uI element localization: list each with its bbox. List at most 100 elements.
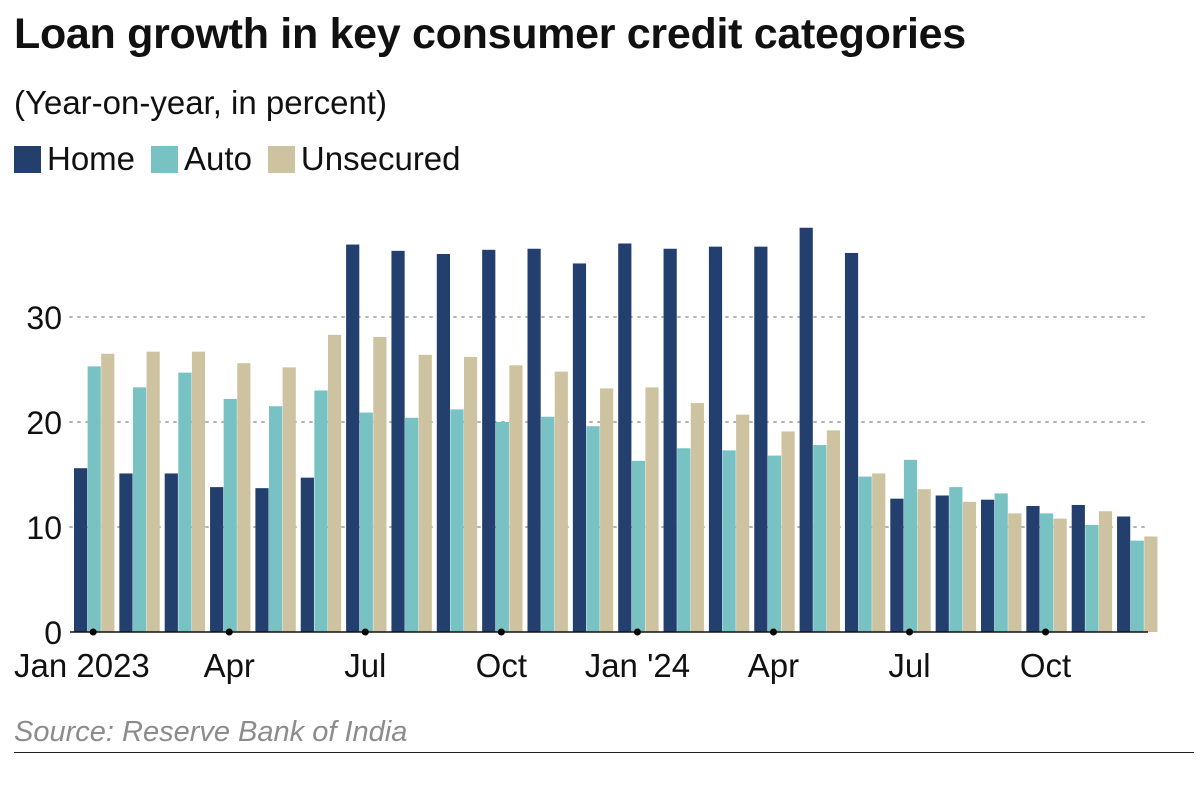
bar-home-9 xyxy=(436,254,450,632)
x-tick-label-9: Oct xyxy=(476,647,527,684)
bar-home-20 xyxy=(935,495,949,632)
x-tick-label-15: Apr xyxy=(748,647,799,684)
x-tick-dot-3 xyxy=(225,628,233,636)
bar-auto-16 xyxy=(767,455,782,632)
bar-home-14 xyxy=(663,248,677,632)
legend-swatch-unsecured xyxy=(267,145,295,173)
bar-auto-3 xyxy=(178,372,192,632)
legend-swatch-home xyxy=(14,145,41,173)
bar-home-23 xyxy=(1071,504,1085,632)
bar-home-8 xyxy=(391,250,405,632)
bar-auto-14 xyxy=(677,448,691,632)
bar-auto-21 xyxy=(994,493,1008,632)
x-tick-label-3: Apr xyxy=(204,647,255,684)
bar-home-21 xyxy=(981,499,995,632)
x-tick-label-6: Jul xyxy=(344,647,386,684)
bar-auto-13 xyxy=(631,460,645,632)
bar-unsecured-1 xyxy=(101,353,115,632)
bar-unsecured-19 xyxy=(917,489,931,632)
bar-unsecured-12 xyxy=(600,388,614,632)
legend-label-home: Home xyxy=(47,140,136,177)
bar-auto-10 xyxy=(495,422,509,632)
x-tick-dot-21 xyxy=(1042,628,1050,636)
legend-item-home: Home xyxy=(14,140,135,178)
bar-home-18 xyxy=(844,252,859,632)
bar-home-24 xyxy=(1117,516,1131,632)
bar-home-19 xyxy=(890,498,904,632)
legend-label-auto: Auto xyxy=(184,140,252,177)
x-tick-label-21: Oct xyxy=(1020,647,1071,684)
bar-auto-9 xyxy=(450,409,464,632)
x-tick-dot-12 xyxy=(633,628,641,636)
bar-auto-6 xyxy=(314,390,328,632)
bar-auto-1 xyxy=(87,366,101,632)
x-tick-dot-0 xyxy=(89,628,97,636)
legend-item-unsecured: Unsecured xyxy=(267,140,461,178)
x-tick-dot-15 xyxy=(769,628,777,636)
legend-label-unsecured: Unsecured xyxy=(300,140,461,177)
x-tick-label-12: Jan '24 xyxy=(585,647,690,684)
bar-auto-5 xyxy=(269,406,283,632)
bar-unsecured-17 xyxy=(826,430,840,632)
bar-unsecured-10 xyxy=(509,365,523,632)
bar-unsecured-21 xyxy=(1008,513,1022,632)
bar-home-17 xyxy=(799,227,813,632)
bar-unsecured-24 xyxy=(1144,536,1158,632)
chart-legend: Home Auto Unsecured xyxy=(14,140,477,178)
bar-auto-12 xyxy=(586,426,600,632)
bar-auto-24 xyxy=(1130,540,1144,632)
y-tick-label-20: 20 xyxy=(26,405,62,441)
bar-home-15 xyxy=(708,246,723,632)
x-tick-label-0: Jan 2023 xyxy=(14,647,150,684)
bar-home-4 xyxy=(210,487,224,632)
chart-title: Loan growth in key consumer credit categ… xyxy=(14,10,966,58)
bar-unsecured-13 xyxy=(645,387,659,632)
bar-unsecured-15 xyxy=(736,414,750,632)
bar-home-11 xyxy=(527,248,541,632)
y-tick-label-0: 0 xyxy=(44,615,62,651)
source-note: Source: Reserve Bank of India xyxy=(14,716,408,748)
bar-auto-4 xyxy=(223,398,237,632)
bar-unsecured-18 xyxy=(872,473,886,632)
bar-home-12 xyxy=(572,263,587,632)
legend-item-auto: Auto xyxy=(151,140,252,178)
bar-home-13 xyxy=(618,243,632,632)
bar-home-6 xyxy=(300,477,314,632)
bar-unsecured-9 xyxy=(464,356,478,632)
bar-auto-23 xyxy=(1085,524,1099,632)
bar-unsecured-20 xyxy=(962,501,977,632)
bar-auto-11 xyxy=(541,416,555,632)
bar-home-1 xyxy=(74,468,88,632)
bar-unsecured-6 xyxy=(327,334,342,632)
y-tick-label-30: 30 xyxy=(26,300,62,336)
chart-subtitle: (Year-on-year, in percent) xyxy=(14,84,387,121)
bar-unsecured-23 xyxy=(1098,511,1113,632)
bar-unsecured-3 xyxy=(191,351,206,632)
bar-unsecured-8 xyxy=(418,354,432,632)
bar-auto-20 xyxy=(949,487,963,632)
bar-home-7 xyxy=(346,244,360,633)
bar-home-2 xyxy=(119,473,133,632)
y-tick-label-10: 10 xyxy=(26,510,62,546)
bar-auto-17 xyxy=(813,445,827,632)
bar-unsecured-14 xyxy=(690,403,704,632)
bar-unsecured-22 xyxy=(1053,518,1067,632)
legend-swatch-auto xyxy=(151,145,179,173)
x-tick-dot-6 xyxy=(361,628,369,636)
bar-auto-18 xyxy=(858,476,872,632)
bar-auto-15 xyxy=(722,450,736,632)
x-tick-dot-18 xyxy=(906,628,913,636)
bar-home-10 xyxy=(482,249,496,633)
bar-home-16 xyxy=(754,246,768,632)
bar-home-22 xyxy=(1026,506,1040,632)
footer-rule xyxy=(14,752,1194,753)
bar-unsecured-7 xyxy=(373,336,387,632)
bar-auto-22 xyxy=(1039,513,1054,632)
bar-unsecured-2 xyxy=(146,351,160,632)
bar-unsecured-16 xyxy=(781,431,795,632)
bar-unsecured-4 xyxy=(237,363,251,632)
bar-auto-8 xyxy=(405,417,419,632)
bar-auto-7 xyxy=(359,412,373,632)
x-tick-dot-9 xyxy=(497,628,505,636)
